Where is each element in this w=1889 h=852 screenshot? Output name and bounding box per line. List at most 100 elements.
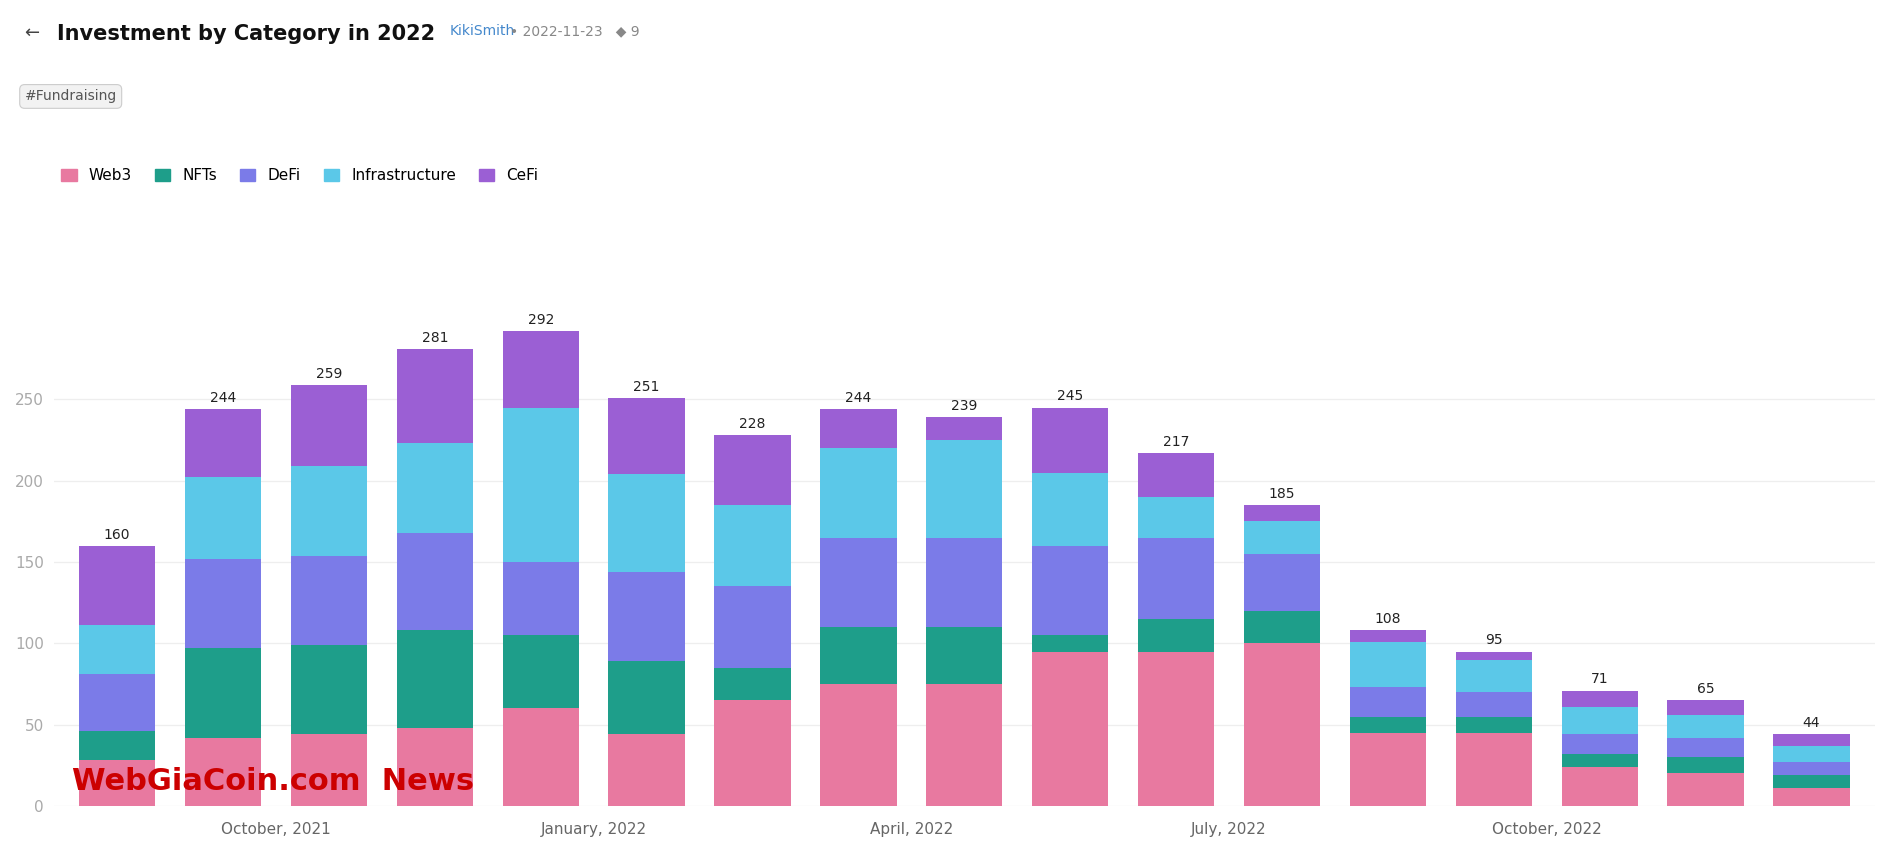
Bar	[502, 407, 578, 562]
Bar	[1666, 774, 1744, 806]
Bar	[185, 738, 261, 806]
Bar	[1560, 734, 1638, 754]
Bar	[1137, 453, 1213, 497]
Bar	[397, 443, 472, 532]
Text: 217: 217	[1162, 435, 1188, 449]
Bar	[1455, 717, 1532, 733]
Bar	[820, 538, 895, 627]
Text: #Fundraising: #Fundraising	[25, 89, 117, 103]
Bar	[291, 645, 366, 734]
Bar	[1137, 538, 1213, 619]
Bar	[79, 625, 155, 674]
Bar	[820, 409, 895, 448]
Text: KikiSmith: KikiSmith	[450, 24, 516, 37]
Bar	[1137, 497, 1213, 538]
Text: WebGiaCoin.com  News: WebGiaCoin.com News	[72, 767, 474, 796]
Text: 292: 292	[527, 313, 553, 327]
Bar	[185, 559, 261, 648]
Bar	[1031, 546, 1107, 636]
Bar	[1772, 775, 1849, 788]
Bar	[1772, 734, 1849, 746]
Bar	[1666, 738, 1744, 757]
Bar	[1772, 746, 1849, 762]
Bar	[714, 435, 790, 505]
Bar	[1031, 407, 1107, 473]
Bar	[397, 728, 472, 806]
Text: 251: 251	[633, 380, 659, 394]
Bar	[291, 385, 366, 466]
Bar	[1349, 642, 1424, 688]
Bar	[1772, 788, 1849, 806]
Bar	[714, 586, 790, 668]
Bar	[1243, 554, 1319, 611]
Bar	[185, 477, 261, 559]
Bar	[1243, 521, 1319, 554]
Text: 185: 185	[1268, 487, 1294, 501]
Bar	[820, 627, 895, 684]
Text: 244: 244	[844, 391, 871, 405]
Bar	[291, 466, 366, 556]
Bar	[926, 417, 1001, 440]
Bar	[820, 684, 895, 806]
Bar	[79, 546, 155, 625]
Text: 259: 259	[315, 366, 342, 381]
Bar	[1666, 715, 1744, 738]
Bar	[1243, 505, 1319, 521]
Bar	[1560, 707, 1638, 734]
Bar	[1243, 611, 1319, 643]
Bar	[291, 556, 366, 645]
Bar	[608, 398, 684, 475]
Bar	[502, 708, 578, 806]
Legend: Web3, NFTs, DeFi, Infrastructure, CeFi: Web3, NFTs, DeFi, Infrastructure, CeFi	[60, 169, 538, 183]
Bar	[608, 572, 684, 661]
Bar	[714, 700, 790, 806]
Bar	[608, 734, 684, 806]
Bar	[1243, 643, 1319, 806]
Bar	[397, 349, 472, 443]
Bar	[79, 674, 155, 731]
Bar	[714, 505, 790, 586]
Text: 228: 228	[739, 417, 765, 431]
Text: 244: 244	[210, 391, 236, 405]
Text: • 2022-11-23   ◆ 9: • 2022-11-23 ◆ 9	[510, 24, 640, 37]
Bar	[1455, 692, 1532, 717]
Bar	[1560, 767, 1638, 806]
Text: 160: 160	[104, 527, 130, 542]
Text: 44: 44	[1802, 717, 1819, 730]
Bar	[1349, 630, 1424, 642]
Bar	[1349, 717, 1424, 733]
Bar	[79, 761, 155, 806]
Bar	[608, 661, 684, 734]
Bar	[1666, 700, 1744, 715]
Bar	[1031, 652, 1107, 806]
Bar	[1666, 757, 1744, 774]
Bar	[926, 440, 1001, 538]
Bar	[79, 731, 155, 761]
Text: 95: 95	[1485, 633, 1502, 648]
Text: 281: 281	[421, 331, 448, 345]
Bar	[608, 475, 684, 572]
Bar	[1560, 691, 1638, 707]
Bar	[1455, 659, 1532, 692]
Text: Investment by Category in 2022: Investment by Category in 2022	[57, 24, 434, 43]
Text: 108: 108	[1373, 613, 1400, 626]
Bar	[502, 331, 578, 407]
Bar	[185, 409, 261, 477]
Bar	[397, 630, 472, 728]
Bar	[820, 448, 895, 538]
Bar	[1137, 619, 1213, 652]
Bar	[291, 734, 366, 806]
Bar	[1137, 652, 1213, 806]
Text: 71: 71	[1591, 672, 1608, 687]
Bar	[1031, 636, 1107, 652]
Bar	[1455, 652, 1532, 659]
Text: 245: 245	[1056, 389, 1082, 404]
Bar	[397, 532, 472, 630]
Bar	[1349, 688, 1424, 717]
Bar	[502, 562, 578, 636]
Bar	[185, 648, 261, 738]
Bar	[926, 684, 1001, 806]
Bar	[1349, 733, 1424, 806]
Text: ←: ←	[25, 24, 40, 42]
Bar	[926, 627, 1001, 684]
